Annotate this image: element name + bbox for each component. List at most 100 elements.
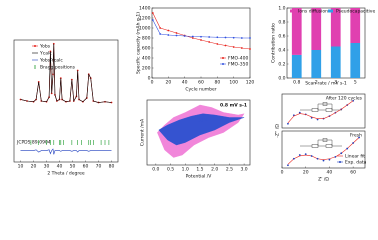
data-point [316, 118, 319, 121]
legend-label: FMO-400 [228, 56, 248, 62]
y-tick-label: 0.4 [278, 48, 285, 54]
data-point [287, 164, 289, 167]
bar-segment [291, 8, 302, 55]
cv-area [158, 113, 245, 146]
data-point [216, 43, 219, 45]
data-point [224, 36, 227, 39]
bar-segment [350, 43, 361, 78]
y-tick-label: 1200 [139, 16, 151, 22]
data-point [334, 156, 337, 158]
plot-frame [13, 39, 119, 163]
legend-swatch [328, 9, 333, 13]
bar-segment [311, 8, 322, 50]
plot-frame [281, 130, 366, 169]
x-axis-title: 2 Theta / degree [47, 171, 85, 177]
legend-marker [222, 57, 224, 59]
annotation: Fresh [350, 133, 362, 139]
y-tick-label: 800 [142, 36, 151, 42]
annotation: JCPDS 89-0904 [16, 140, 51, 146]
x-tick-label: 20 [303, 170, 309, 176]
data-point [358, 136, 360, 139]
data-point [159, 27, 162, 29]
y-tick-label: 400 [142, 56, 151, 62]
x-tick-label: 0.8 [293, 80, 300, 86]
data-point [200, 39, 202, 41]
x-tick-label: 60 [83, 164, 89, 170]
x-tick-label: 0 [281, 170, 284, 176]
y-tick-label: 1.0 [278, 6, 285, 12]
legend-marker [222, 63, 224, 65]
x-tick-label: 10 [18, 164, 24, 170]
plot-frame [281, 93, 366, 129]
legend-marker [34, 45, 36, 47]
data-point [316, 157, 319, 160]
legend-label: FMO-350 [228, 62, 248, 68]
x-tick-label: 60 [350, 170, 356, 176]
bar-segment [311, 50, 322, 78]
data-point [175, 34, 178, 37]
y-tick-label: 0.0 [278, 76, 285, 82]
series-line [20, 148, 112, 155]
series-line [20, 43, 112, 103]
legend-label: Yobs [39, 44, 51, 50]
x-axis-title: Potential /V [186, 174, 213, 180]
data-point [298, 111, 301, 114]
background [0, 0, 378, 187]
legend-label: Yobs-Ycalc [39, 58, 63, 64]
x-tick-label: 70 [96, 164, 102, 170]
data-point [310, 155, 313, 157]
legend-marker [339, 161, 341, 163]
x-tick-label: 80 [109, 164, 115, 170]
x-tick-label: 50 [70, 164, 76, 170]
y-axis-title: Specific capacity (mAh g-1) [136, 12, 142, 74]
x-tick-label: 1.0 [182, 167, 189, 173]
bar-segment [330, 8, 341, 47]
x-tick-label: 2 [315, 80, 318, 86]
plot-frame [286, 7, 366, 79]
legend-label: Ycalc [39, 51, 52, 57]
legend-label: Pseudocapacitive [336, 9, 375, 15]
data-point [216, 36, 219, 39]
x-tick-label: 0.5 [167, 167, 174, 173]
x-tick-label: 2.0 [211, 167, 218, 173]
plot-frame [146, 99, 251, 166]
data-point [346, 147, 349, 150]
x-tick-label: 80 [214, 80, 220, 86]
x-tick-label: 1.5 [196, 167, 203, 173]
data-point [352, 142, 355, 144]
data-point [183, 35, 186, 37]
x-tick-label: 2.5 [226, 167, 233, 173]
x-tick-label: 100 [229, 80, 238, 86]
legend-label: Ions diffusion [298, 9, 328, 15]
data-point [249, 48, 251, 50]
data-point [191, 37, 194, 39]
y-tick-label: 200 [142, 66, 151, 72]
y-tick-label: 0.8 [278, 20, 285, 26]
data-point [298, 154, 301, 156]
data-point [167, 29, 170, 32]
circuit-lower [300, 138, 342, 148]
x-tick-label: 5 [354, 80, 357, 86]
data-point [175, 32, 178, 34]
x-axis-title: Z' /Ω [318, 177, 329, 183]
data-point [224, 44, 227, 47]
y-tick-label: 0.6 [278, 34, 285, 40]
annotation: After 120 cycles [326, 96, 363, 102]
y-tick-label: 0.2 [278, 62, 285, 68]
data-point [232, 46, 235, 48]
y-tick-label: 0 [148, 76, 151, 82]
data-point [208, 36, 211, 38]
x-tick-label: 3 [334, 80, 337, 86]
bar-segment [350, 8, 361, 43]
legend-label: Exp. data [345, 160, 367, 166]
chart-title: 0.8 mV s-1 [220, 103, 247, 109]
data-point [151, 19, 154, 21]
data-point [167, 34, 170, 36]
x-axis-title: Cycle number [185, 87, 216, 93]
data-point [340, 152, 343, 155]
y-axis-title: Contribution ratio [271, 23, 277, 63]
data-point [249, 37, 251, 39]
legend-swatch [290, 9, 295, 13]
fit-line [287, 100, 354, 124]
